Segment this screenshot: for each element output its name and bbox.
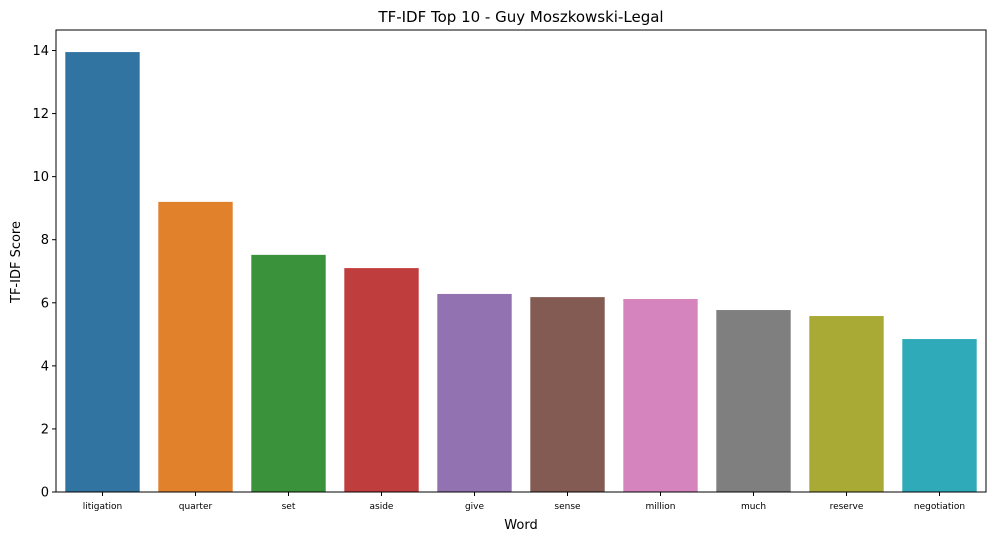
- x-tick-label: set: [282, 502, 296, 512]
- y-tick-label: 12: [32, 107, 49, 122]
- x-tick-label: million: [646, 502, 676, 512]
- y-tick-label: 14: [32, 44, 49, 59]
- y-tick-label: 2: [41, 422, 49, 437]
- chart-title: TF-IDF Top 10 - Guy Moszkowski-Legal: [377, 8, 663, 26]
- y-tick-label: 0: [41, 486, 49, 501]
- y-tick-label: 4: [41, 359, 49, 374]
- x-tick-label: litigation: [83, 502, 123, 512]
- y-tick-label: 6: [41, 296, 49, 311]
- bar-reserve: [809, 316, 884, 492]
- x-tick-label: reserve: [830, 502, 864, 512]
- bar-set: [251, 254, 326, 492]
- bar-aside: [344, 268, 419, 492]
- bar-litigation: [65, 52, 140, 492]
- bar-quarter: [158, 201, 233, 492]
- plot-frame: [55, 29, 987, 493]
- x-tick-label: sense: [554, 502, 581, 512]
- y-axis-label: TF-IDF Score: [9, 221, 24, 304]
- x-axis-label: Word: [504, 518, 537, 533]
- y-tick-label: 10: [32, 170, 49, 185]
- x-tick-label: aside: [370, 502, 394, 512]
- x-tick-label: give: [465, 502, 485, 512]
- plot-area: 0 2 4 6 8 10 12 14 litigation quarter set aside give…: [32, 29, 987, 512]
- y-tick-label: 8: [41, 233, 49, 248]
- x-tick-label: quarter: [179, 502, 213, 512]
- bar-give: [437, 293, 512, 492]
- bar-sense: [530, 297, 605, 492]
- bar-million: [623, 299, 698, 492]
- bar-negotiation: [902, 339, 977, 492]
- x-tick-label: much: [741, 502, 766, 512]
- bar-much: [716, 310, 791, 492]
- x-tick-label: negotiation: [914, 502, 965, 512]
